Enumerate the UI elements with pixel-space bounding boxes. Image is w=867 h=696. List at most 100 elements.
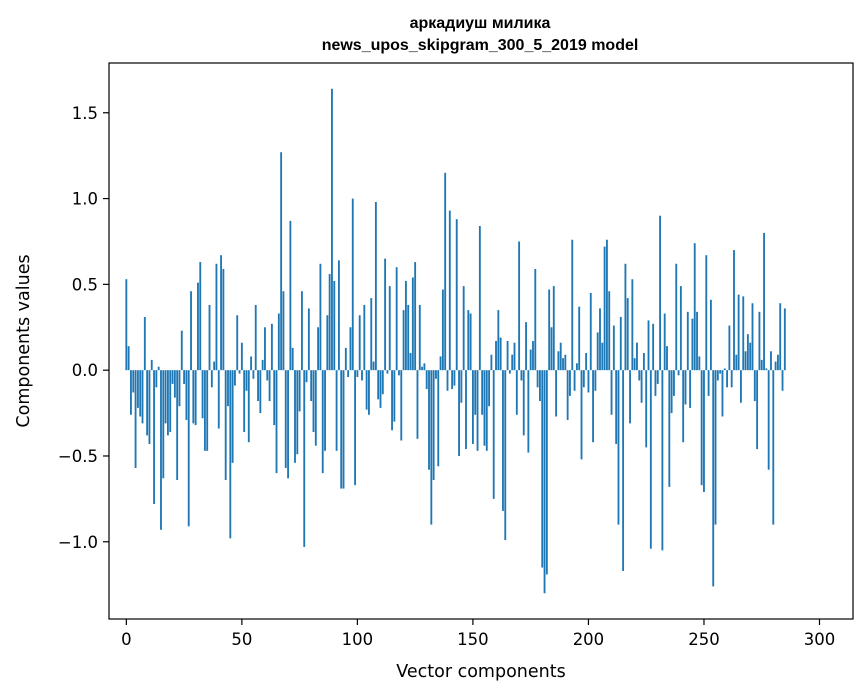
bar <box>148 370 151 444</box>
bar <box>515 370 518 415</box>
bar <box>721 370 724 417</box>
bar <box>141 370 144 424</box>
bar <box>190 291 192 371</box>
bar <box>236 315 239 371</box>
bar <box>765 368 768 371</box>
bar <box>347 370 350 378</box>
bar <box>675 263 678 371</box>
bar <box>301 291 303 371</box>
bars-group <box>125 88 786 594</box>
bar <box>125 279 128 371</box>
bar <box>234 370 236 386</box>
bar <box>760 359 763 371</box>
bar <box>326 315 329 371</box>
bar <box>578 306 581 371</box>
bar <box>767 370 770 470</box>
bar <box>178 370 181 407</box>
bar <box>541 370 544 568</box>
bar <box>307 308 310 371</box>
bar <box>753 370 756 402</box>
bar <box>545 370 548 575</box>
bar <box>539 370 541 402</box>
bar <box>252 370 255 379</box>
bar <box>622 370 625 571</box>
bar <box>492 370 495 499</box>
bar <box>504 370 507 541</box>
bar <box>467 310 470 371</box>
bar <box>608 291 611 371</box>
bar <box>666 346 668 371</box>
bar <box>425 370 428 390</box>
bar <box>257 370 259 402</box>
bar <box>511 354 514 371</box>
bar <box>696 311 698 371</box>
bar <box>707 370 710 396</box>
bar <box>381 370 384 395</box>
bar <box>543 370 546 594</box>
bar <box>428 370 430 470</box>
bar <box>735 354 738 371</box>
x-axis-label: Vector components <box>396 662 565 682</box>
bar <box>130 370 132 415</box>
x-tick-label: 200 <box>573 630 605 649</box>
bar <box>485 370 488 451</box>
bar <box>238 370 241 374</box>
bar <box>192 370 195 424</box>
bar <box>698 356 701 371</box>
bar <box>162 370 165 479</box>
bar <box>354 370 356 486</box>
bar <box>756 370 759 450</box>
bar <box>589 292 592 371</box>
bar <box>240 342 243 371</box>
bar <box>289 220 292 371</box>
bar <box>783 308 786 371</box>
bar <box>185 370 188 420</box>
bar <box>441 289 444 371</box>
bar <box>606 239 608 371</box>
bar <box>733 250 735 371</box>
bar <box>171 370 174 384</box>
y-tick-label: 1.5 <box>72 104 98 123</box>
bar <box>342 370 345 489</box>
bar <box>566 370 569 420</box>
bar <box>679 286 682 371</box>
bar <box>127 346 130 371</box>
bar <box>224 370 227 480</box>
bar <box>451 370 454 390</box>
bar <box>596 332 599 371</box>
y-axis-ticks: −1.0 −0.5 0.0 0.5 1.0 1.5 <box>58 104 109 552</box>
bar <box>770 351 772 371</box>
bar <box>388 286 391 371</box>
bar <box>331 88 333 371</box>
bar <box>677 370 680 376</box>
bar <box>742 296 745 371</box>
bar <box>183 370 186 384</box>
bar <box>575 363 578 371</box>
bar <box>585 353 588 371</box>
bar <box>499 337 502 371</box>
bar <box>222 268 225 371</box>
bar <box>180 330 183 371</box>
bar <box>663 313 666 371</box>
bar <box>737 294 740 371</box>
bar <box>305 370 308 383</box>
bar <box>612 325 615 371</box>
bar <box>213 361 216 371</box>
bar <box>395 267 398 371</box>
bar <box>587 370 590 393</box>
bar <box>638 370 641 381</box>
bar <box>617 370 620 525</box>
bar <box>349 327 352 371</box>
bar <box>564 354 567 371</box>
bar <box>167 370 169 436</box>
bar <box>603 246 606 371</box>
bar <box>206 370 209 451</box>
bar <box>703 370 705 493</box>
bar <box>294 370 296 463</box>
bar <box>633 358 636 371</box>
bar <box>599 308 601 371</box>
bar <box>423 363 426 371</box>
bar <box>280 152 283 371</box>
bar <box>594 370 597 391</box>
